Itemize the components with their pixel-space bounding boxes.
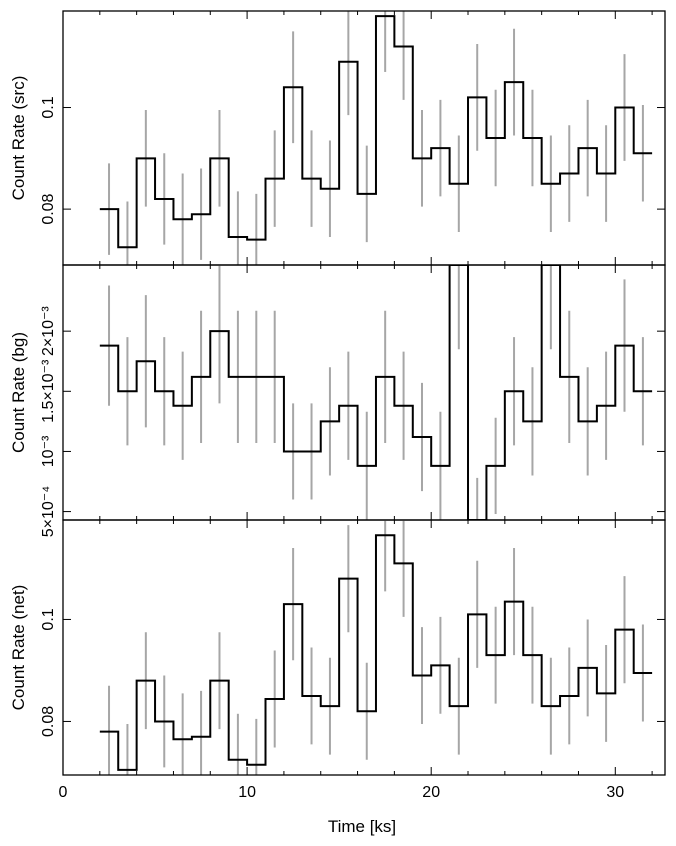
net-frame (62, 519, 666, 776)
src-y-axis-label: Count Rate (src) (9, 76, 28, 201)
panel-bg: 5×10⁻⁴ 10⁻³ 1.5×10⁻³ 2×10⁻³ Count Rate (bg) (9, 264, 666, 537)
net-y-tick-label: 0.1 (40, 608, 57, 630)
x-tick-label: 30 (606, 784, 624, 801)
bg-series-line (99, 265, 653, 520)
bg-y-tick-label: 2×10⁻³ (40, 306, 57, 356)
panel-net: 0.08 0.1 Count Rate (net) (9, 519, 666, 776)
panel-src: 0.08 0.1 Count Rate (src) (9, 10, 666, 266)
src-y-tick-label: 0.1 (40, 96, 57, 118)
net-series-line (99, 534, 653, 771)
x-tick-label: 0 (59, 784, 68, 801)
net-y-tick-label: 0.08 (40, 706, 57, 737)
bg-y-axis-label: Count Rate (bg) (9, 332, 28, 453)
bg-y-tick-label: 5×10⁻⁴ (40, 486, 57, 537)
x-tick-label: 10 (238, 784, 256, 801)
src-plot-area (99, 11, 653, 265)
bg-plot-area (99, 265, 653, 520)
x-axis: Time [ks] 0 10 20 30 (59, 784, 625, 836)
src-y-tick-label: 0.08 (40, 193, 57, 224)
x-tick-label: 20 (422, 784, 440, 801)
net-plot-area (99, 520, 653, 775)
x-axis-label: Time [ks] (328, 817, 396, 836)
src-frame (62, 10, 666, 266)
net-y-axis-label: Count Rate (net) (9, 585, 28, 711)
bg-y-tick-label: 10⁻³ (40, 435, 57, 467)
bg-y-tick-label: 1.5×10⁻³ (40, 359, 57, 423)
src-series-line (99, 15, 653, 249)
bg-frame (62, 264, 666, 521)
